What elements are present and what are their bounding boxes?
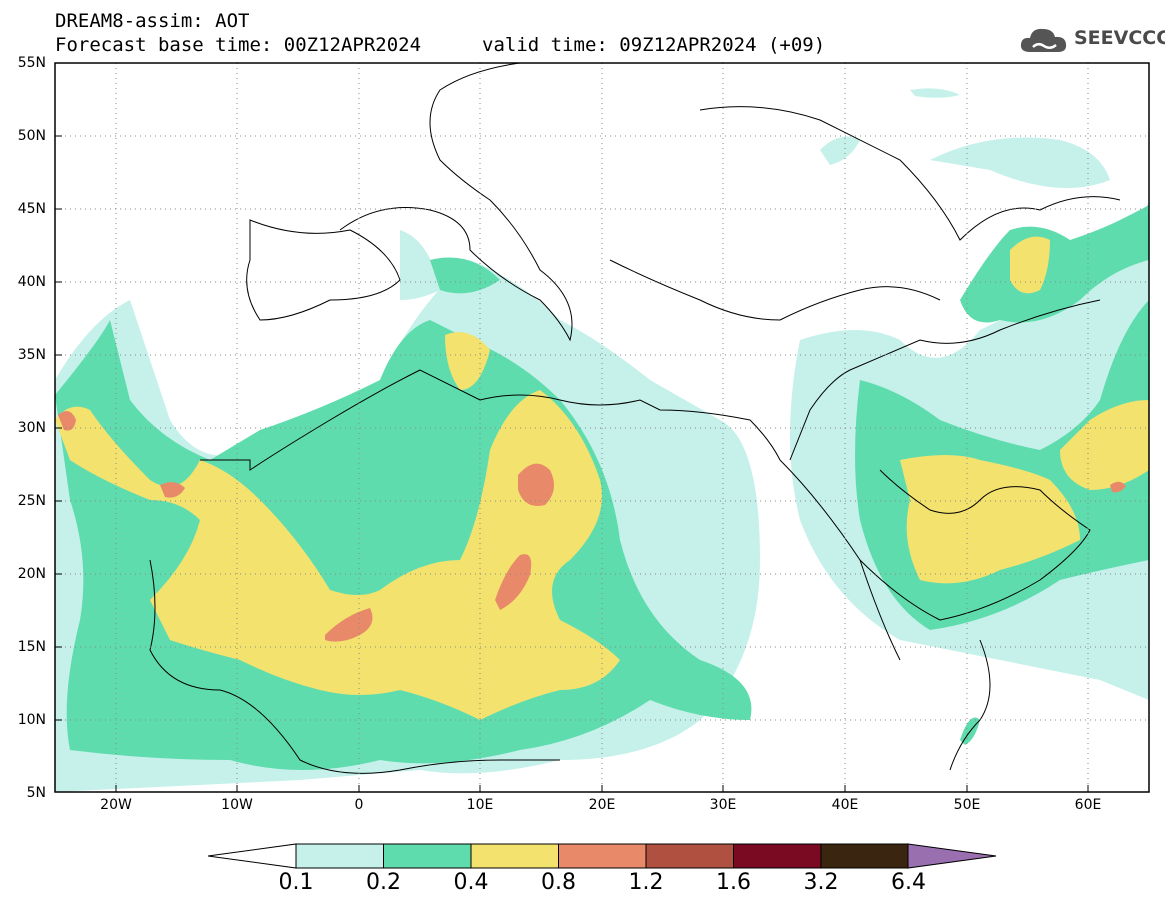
lat-label: 15N (17, 639, 46, 655)
lon-label: 0 (354, 797, 364, 813)
forecast-base-time: Forecast base time: 00Z12APR2024 (55, 34, 422, 56)
colorbar-label: 0.8 (541, 870, 576, 895)
lat-label: 50N (17, 128, 46, 144)
lon-label: 60E (1074, 797, 1102, 813)
aot-contours (55, 88, 1149, 792)
lat-label: 20N (17, 566, 46, 582)
lon-label: 20W (100, 797, 132, 813)
lon-label: 20E (588, 797, 616, 813)
lat-label: 45N (17, 201, 46, 217)
lat-label: 40N (17, 274, 46, 290)
valid-time: valid time: 09Z12APR2024 (+09) (482, 34, 826, 56)
lat-label: 10N (17, 712, 46, 728)
lon-label: 10E (466, 797, 494, 813)
map-title: DREAM8-assim: AOT (55, 10, 250, 32)
lon-label: 40E (831, 797, 859, 813)
lat-label: 25N (17, 493, 46, 509)
map-frame (54, 62, 1150, 793)
colorbar-label: 0.4 (453, 870, 489, 895)
lon-label: 30E (709, 797, 737, 813)
lat-label: 30N (17, 420, 46, 436)
lon-label: 50E (953, 797, 981, 813)
lat-label: 5N (26, 785, 46, 801)
colorbar-label: 1.6 (716, 870, 751, 895)
lat-label: 35N (17, 347, 46, 363)
colorbar-label: 3.2 (803, 870, 839, 895)
cloud-icon (1020, 28, 1067, 52)
colorbar-label: 6.4 (891, 870, 926, 895)
lat-label: 55N (17, 55, 46, 71)
axis-ticks (55, 135, 1089, 792)
colorbar-label: 1.2 (628, 870, 664, 895)
colorbar-label: 0.1 (278, 870, 314, 895)
coastlines (149, 63, 1121, 774)
seevccc-logo: SEEVCCC (1018, 22, 1165, 58)
logo-text: SEEVCCC (1074, 27, 1165, 49)
colorbar-label: 0.2 (366, 870, 401, 895)
lon-label: 10W (221, 797, 253, 813)
